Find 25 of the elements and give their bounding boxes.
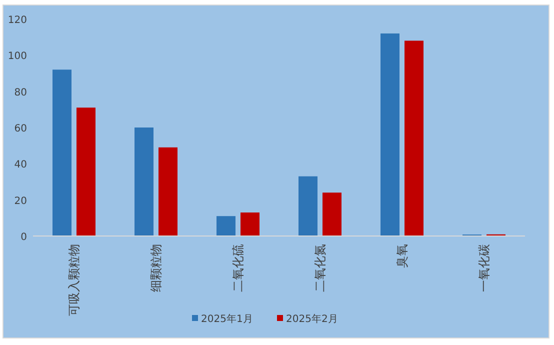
legend-label: 2025年2月 [286, 313, 338, 325]
y-tick-label: 100 [8, 51, 27, 62]
bar [298, 176, 318, 236]
legend-label: 2025年1月 [201, 313, 253, 325]
x-tick-label: 可吸入颗粒物 [67, 244, 81, 316]
x-tick-label: 一氧化碳 [477, 244, 491, 292]
bar [404, 40, 424, 236]
bar [380, 33, 400, 236]
bar [322, 192, 342, 236]
y-tick-label: 120 [8, 15, 27, 26]
x-tick-label: 二氧化氮 [313, 244, 327, 292]
y-tick-label: 60 [14, 124, 27, 134]
bar [134, 128, 154, 236]
bar [158, 147, 178, 236]
bar [76, 108, 96, 236]
x-tick-label: 细颗粒物 [149, 244, 163, 292]
bar [240, 212, 260, 236]
x-tick-label: 臭氧 [395, 244, 409, 268]
bar [52, 70, 72, 236]
x-tick-label: 二氧化硫 [231, 244, 245, 292]
bar [216, 216, 236, 236]
y-tick-label: 40 [14, 160, 27, 171]
y-tick-label: 20 [14, 196, 27, 207]
y-tick-label: 0 [20, 232, 27, 243]
y-tick-label: 80 [14, 87, 27, 98]
